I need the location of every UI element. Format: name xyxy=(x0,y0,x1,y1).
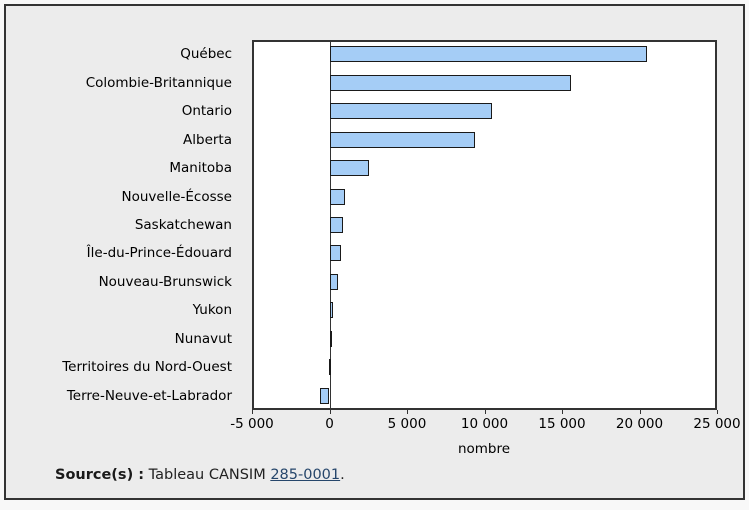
x-axis-title: nombre xyxy=(457,441,511,457)
x-tick-mark xyxy=(329,410,331,414)
category-label: Yukon xyxy=(192,302,232,319)
x-tick-mark xyxy=(484,410,486,414)
category-label: Colombie-Britannique xyxy=(85,74,232,91)
plot-area xyxy=(252,40,717,410)
category-label: Nunavut xyxy=(174,330,232,347)
source-text: Tableau CANSIM xyxy=(144,467,271,483)
bar-colombie-britannique xyxy=(329,74,572,91)
bar-nunavut xyxy=(329,330,332,347)
x-tick-label: 5 000 xyxy=(387,416,427,432)
category-label: Manitoba xyxy=(169,160,232,177)
x-tick-label: 10 000 xyxy=(460,416,509,432)
x-tick-mark xyxy=(407,410,408,414)
x-tick-label: 25 000 xyxy=(693,416,741,432)
bar-nouveau-brunswick xyxy=(329,273,339,290)
category-label: Nouveau-Brunswick xyxy=(98,273,232,290)
x-tick-mark xyxy=(562,410,563,414)
x-tick-mark xyxy=(639,410,641,414)
bar-manitoba xyxy=(329,160,370,177)
source-suffix: . xyxy=(340,467,345,483)
x-tick-label: -5 000 xyxy=(230,416,274,432)
source-label: Source(s) : xyxy=(55,467,145,483)
bar-terre-neuve-et-labrador xyxy=(320,387,330,404)
bar-territoires-du-nord-ouest xyxy=(329,359,331,376)
x-tick-mark xyxy=(252,410,253,414)
category-label: Nouvelle-Écosse xyxy=(121,188,232,205)
bar-saskatchewan xyxy=(329,217,344,233)
cansim-table-link[interactable]: 285-0001 xyxy=(270,467,341,483)
category-axis-labels: Québec Colombie-Britannique Ontario Alberta… xyxy=(0,40,242,410)
bar-yukon xyxy=(329,302,334,319)
x-tick-label: 20 000 xyxy=(615,416,664,432)
category-label: Ontario xyxy=(181,103,232,120)
source-note: Source(s) : Tableau CANSIM 285-0001. xyxy=(55,467,345,483)
x-tick-label: 15 000 xyxy=(538,416,586,432)
bar-nouvelle-cosse xyxy=(329,188,345,205)
bar-qu-bec xyxy=(329,46,648,63)
category-label: Île-du-Prince-Édouard xyxy=(86,245,232,262)
x-tick-label: 0 xyxy=(325,416,334,432)
bar-ontario xyxy=(329,103,493,120)
category-label: Terre-Neuve-et-Labrador xyxy=(66,387,232,404)
category-label: Alberta xyxy=(183,131,232,148)
category-label: Territoires du Nord-Ouest xyxy=(62,359,232,376)
category-label: Québec xyxy=(180,46,232,63)
x-tick-mark xyxy=(717,410,718,414)
bar--le-du-prince-douard xyxy=(329,245,341,262)
category-label: Saskatchewan xyxy=(134,217,232,233)
bar-alberta xyxy=(329,131,476,148)
